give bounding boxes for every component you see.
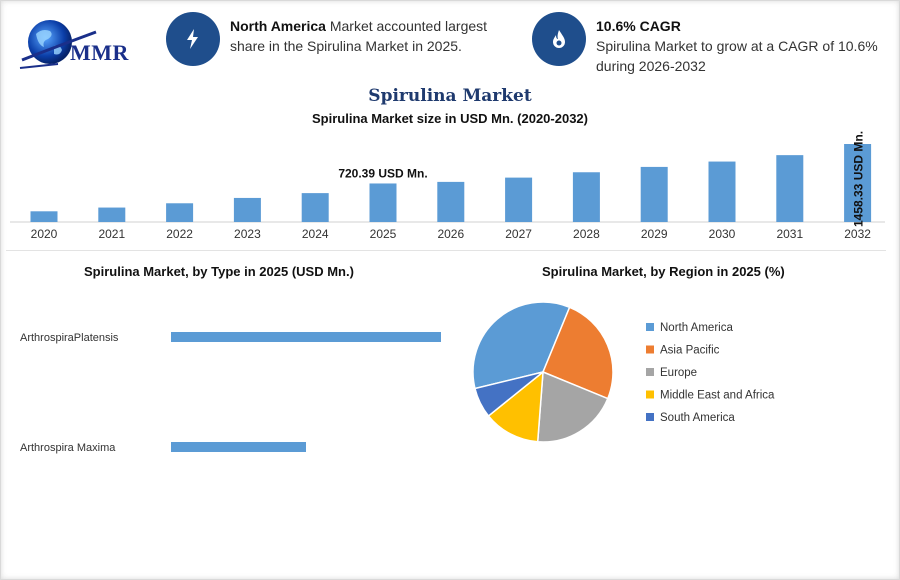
type-bar — [171, 442, 306, 452]
pie-slice — [474, 371, 544, 417]
type-label: Arthrospira Maxima — [20, 442, 116, 454]
x-tick-label: 2031 — [776, 227, 803, 241]
logo-text: MMR — [70, 40, 129, 65]
x-tick-label: 2021 — [98, 227, 125, 241]
bar-2030 — [708, 161, 736, 222]
legend-swatch — [646, 323, 654, 331]
x-tick-label: 2026 — [437, 227, 464, 241]
pie-slice — [487, 370, 544, 443]
bar-2027 — [505, 177, 533, 222]
info-card-bold: 10.6% CAGR — [596, 18, 681, 34]
pie-slice — [542, 306, 614, 400]
bar-2021 — [98, 207, 126, 222]
pie-slice — [472, 301, 571, 390]
type-chart-title: Spirulina Market, by Type in 2025 (USD M… — [84, 264, 354, 279]
type-label: ArthrospiraPlatensis — [20, 332, 119, 344]
x-tick-label: 2022 — [166, 227, 193, 241]
bar-chart-title: Spirulina Market size in USD Mn. (2020-2… — [312, 111, 588, 126]
x-tick-label: 2028 — [573, 227, 600, 241]
legend-label: Europe — [660, 367, 697, 379]
bar-2022 — [166, 203, 194, 222]
x-tick-label: 2027 — [505, 227, 532, 241]
bar-2020 — [30, 211, 58, 222]
legend-label: Asia Pacific — [660, 345, 720, 357]
main-title: Spirulina Market — [368, 86, 532, 106]
legend-swatch — [646, 413, 654, 421]
type-bar-chart: ArthrospiraPlatensis Arthrospira Maxima — [20, 332, 441, 454]
info-card-text: 10.6% CAGR Spirulina Market to grow at a… — [596, 16, 882, 76]
market-size-bar-chart: 2020 2021 2022 2023 2024 2025 2026 2027 2028 2029… — [10, 131, 885, 241]
legend-label: Middle East and Africa — [660, 390, 775, 402]
type-bar — [171, 332, 441, 342]
legend-swatch — [646, 368, 654, 376]
bar-2032 — [844, 144, 872, 222]
info-card-body: Market accounted largest share in the Sp… — [230, 18, 488, 54]
section-divider — [6, 250, 886, 251]
bar-2031 — [776, 155, 804, 222]
data-label-2025: 720.39 USD Mn. — [338, 166, 427, 180]
legend-label: South America — [660, 412, 735, 424]
bar-2029 — [640, 166, 668, 222]
data-label-2032: 1458.33 USD Mn. — [852, 131, 866, 227]
region-pie-chart: North America Asia Pacific Europe Middle Ea… — [472, 301, 775, 443]
info-icon-circle — [532, 12, 586, 66]
legend-swatch — [646, 390, 654, 399]
x-tick-label: 2025 — [370, 227, 397, 241]
bar-2028 — [572, 172, 600, 222]
lightning-icon — [187, 29, 198, 49]
x-tick-label: 2023 — [234, 227, 261, 241]
legend-swatch — [646, 345, 654, 354]
x-tick-label: 2020 — [31, 227, 58, 241]
mmr-logo — [19, 20, 97, 69]
x-tick-label: 2024 — [302, 227, 329, 241]
bar-2025 — [369, 183, 397, 222]
bar-2023 — [233, 197, 261, 222]
bar-2026 — [437, 181, 465, 222]
pie-slice — [536, 370, 609, 443]
info-card-bold: North America — [230, 18, 326, 34]
info-card-text: North America Market accounted largest s… — [230, 16, 506, 56]
x-tick-label: 2032 — [844, 227, 871, 241]
flame-drop-icon — [553, 30, 565, 48]
region-chart-title: Spirulina Market, by Region in 2025 (%) — [542, 264, 785, 279]
info-icon-circle — [166, 12, 220, 66]
info-card-body: Spirulina Market to grow at a CAGR of 10… — [596, 38, 878, 74]
bar-2024 — [301, 193, 329, 222]
legend-label: North America — [660, 322, 733, 334]
x-tick-label: 2029 — [641, 227, 668, 241]
x-tick-label: 2030 — [709, 227, 736, 241]
